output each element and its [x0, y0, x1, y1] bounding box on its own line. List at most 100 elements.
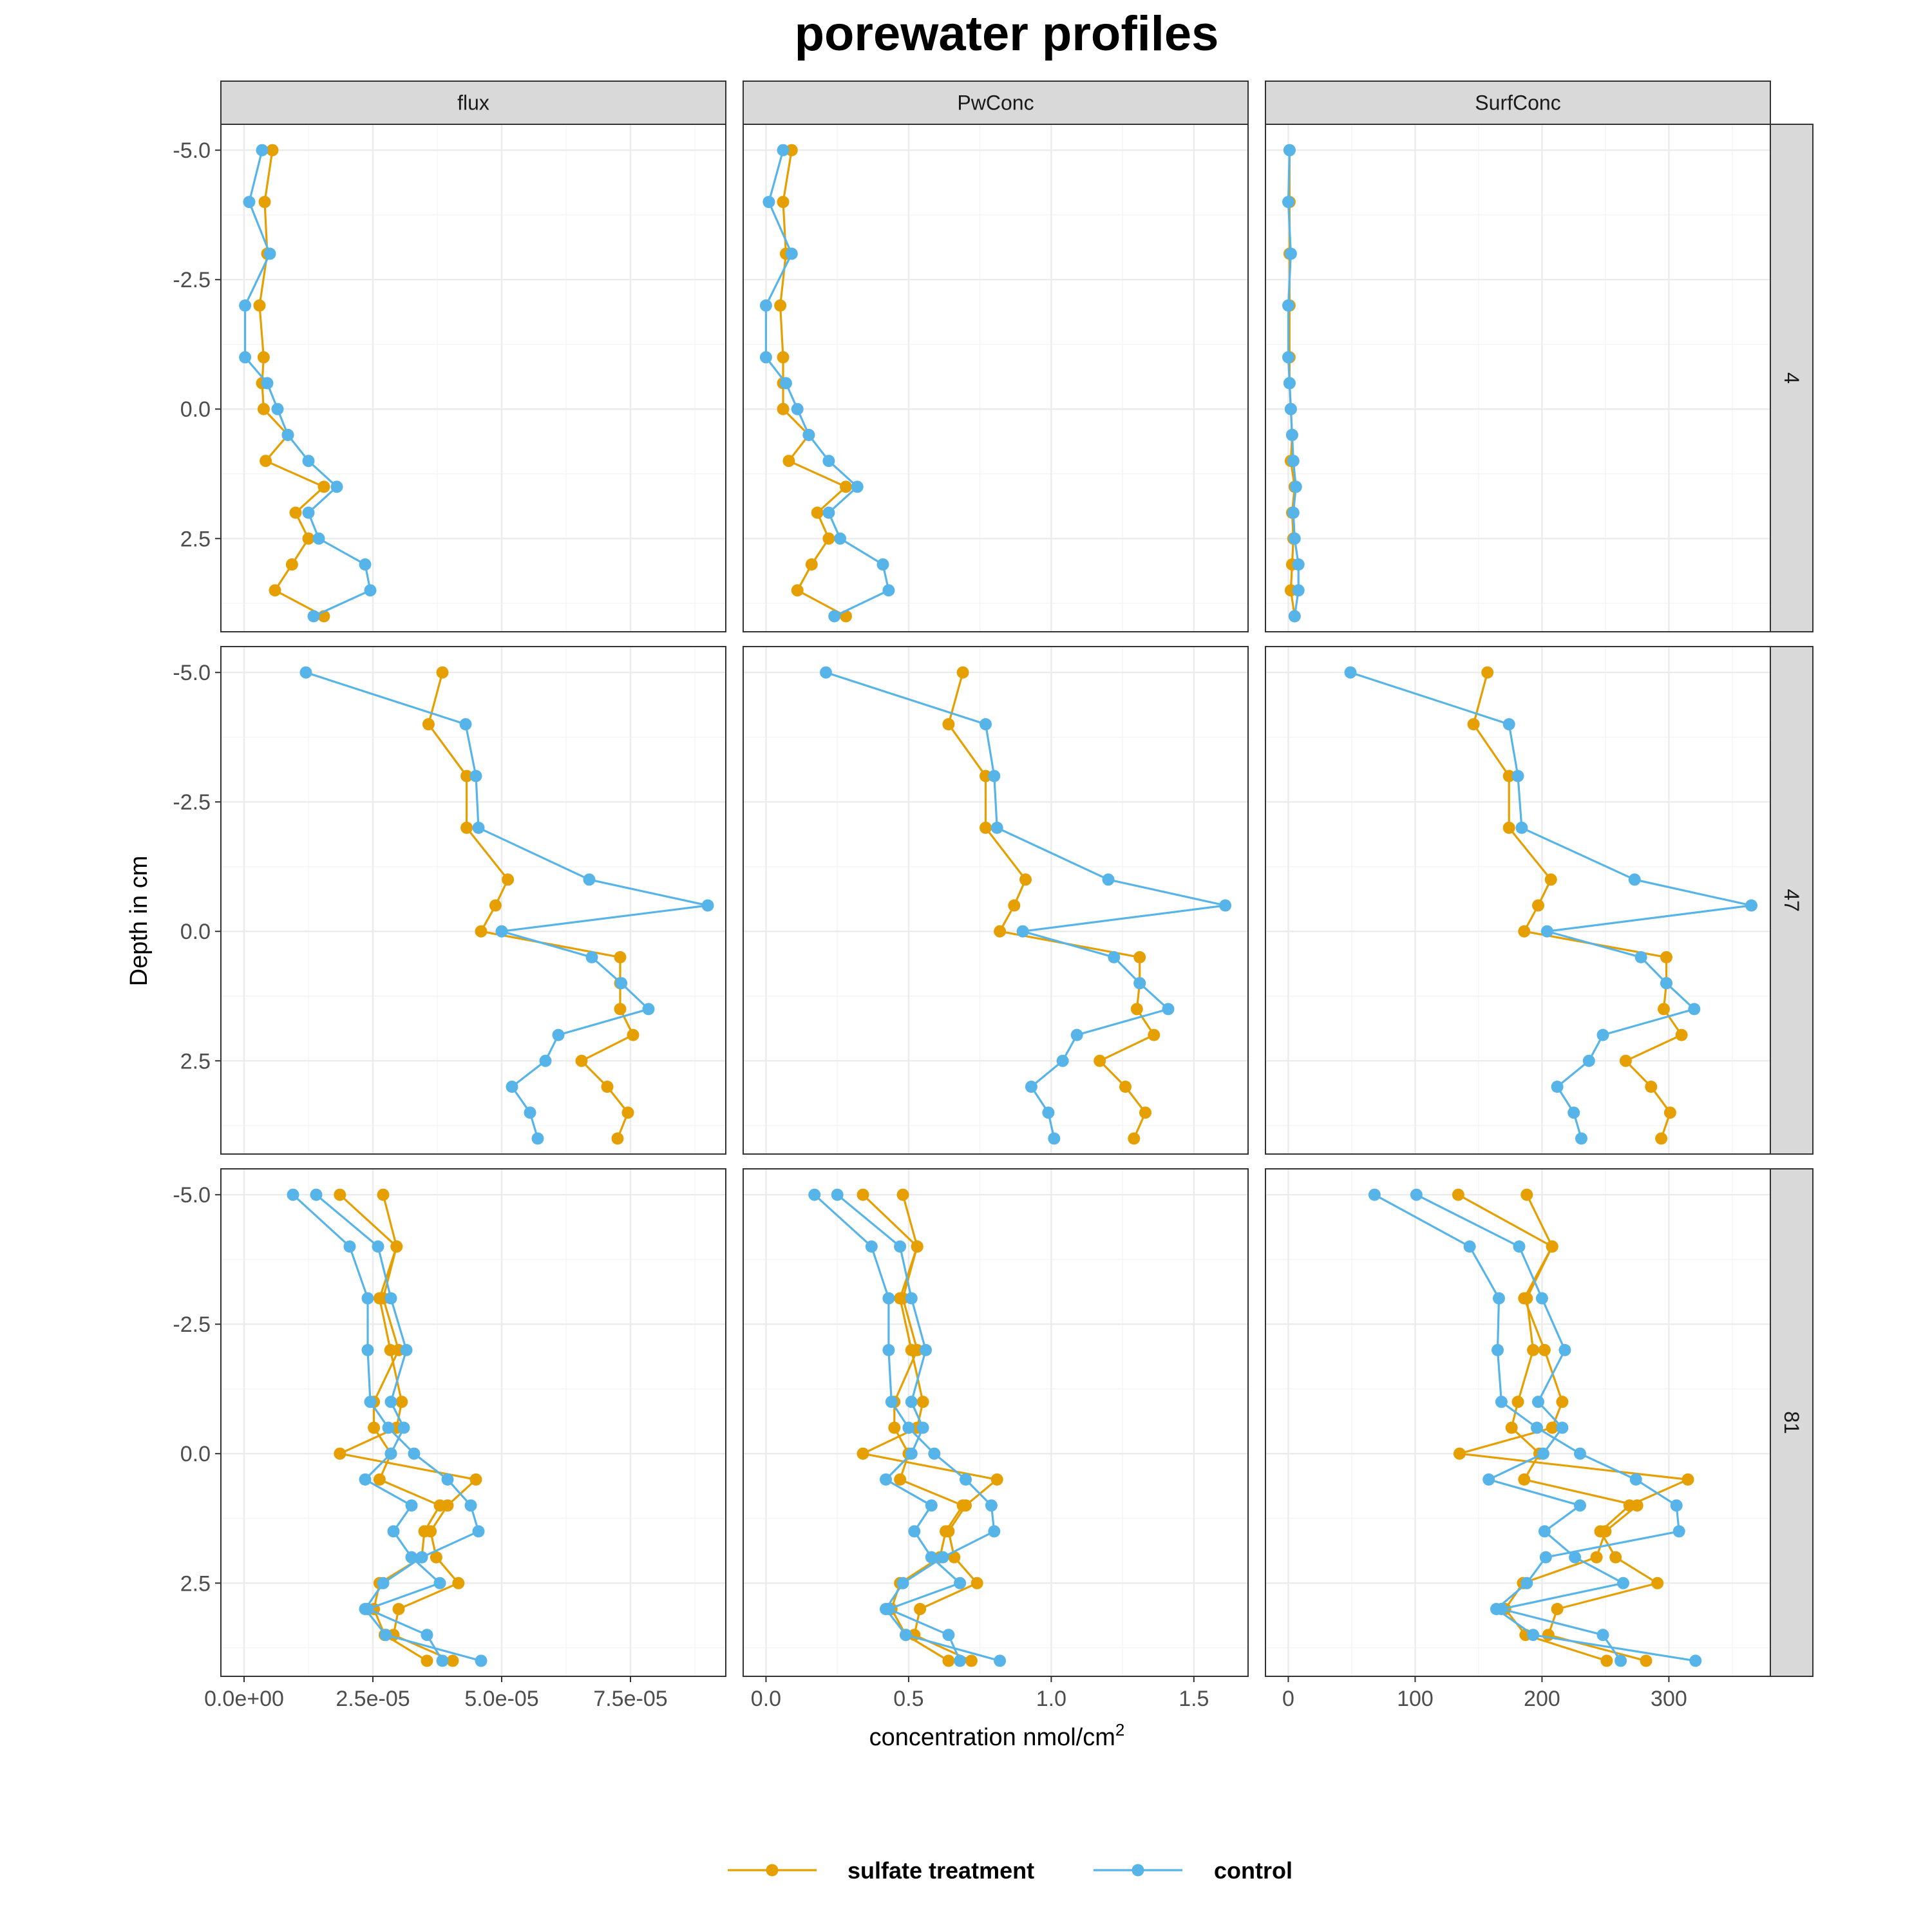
facet-strip-label: PwConc	[957, 91, 1034, 115]
legend: sulfate treatment control	[728, 1857, 1293, 1884]
data-point-control	[642, 1003, 655, 1016]
x-axis-flux: 0.0e+00 2.5e-05 5.0e-05 7.5e-05	[204, 1676, 668, 1711]
data-point-sulfate-treatment	[777, 402, 790, 415]
data-point-sulfate-treatment	[914, 1603, 927, 1615]
data-point-control	[441, 1473, 454, 1486]
data-point-control	[495, 925, 508, 938]
data-point-sulfate-treatment	[1133, 951, 1146, 963]
data-point-sulfate-treatment	[377, 1188, 390, 1201]
data-point-sulfate-treatment	[502, 873, 515, 886]
panel-pwconc-4	[743, 124, 1249, 632]
data-point-sulfate-treatment	[452, 1577, 465, 1589]
y-tick-label: -2.5	[173, 268, 211, 292]
data-point-control	[1056, 1054, 1069, 1067]
series-control	[808, 1188, 1007, 1667]
data-point-control	[994, 1654, 1007, 1667]
data-point-control	[379, 1629, 392, 1642]
data-point-control	[1660, 977, 1672, 990]
data-point-control	[1344, 666, 1357, 679]
legend-label: control	[1214, 1857, 1293, 1884]
panel-background	[743, 124, 1248, 632]
series-sulfate-treatment	[1467, 666, 1688, 1145]
data-point-sulfate-treatment	[1130, 1003, 1143, 1016]
x-tick-label: 1.0	[1036, 1687, 1066, 1711]
data-point-sulfate-treatment	[1128, 1132, 1141, 1145]
data-point-control	[408, 1447, 421, 1460]
data-point-control	[361, 1343, 374, 1356]
data-point-control	[1287, 506, 1300, 519]
panel-pwconc-47	[743, 646, 1249, 1155]
data-point-control	[1574, 1447, 1586, 1460]
data-point-control	[281, 428, 294, 441]
data-point-control	[759, 299, 772, 312]
panel-border	[220, 1168, 726, 1677]
data-point-control	[882, 1343, 895, 1356]
data-point-control	[701, 899, 714, 912]
data-point-sulfate-treatment	[888, 1421, 901, 1434]
y-tick-label: 0.0	[180, 1442, 211, 1466]
data-point-control	[1539, 1551, 1552, 1564]
data-point-sulfate-treatment	[260, 455, 272, 468]
data-point-sulfate-treatment	[822, 532, 835, 545]
data-point-sulfate-treatment	[1094, 1054, 1106, 1067]
data-point-sulfate-treatment	[1658, 1003, 1670, 1016]
data-point-sulfate-treatment	[990, 1473, 1003, 1486]
panel-border	[220, 646, 726, 1155]
data-point-control	[988, 770, 1001, 782]
data-point-sulfate-treatment	[777, 351, 790, 364]
data-point-control	[828, 610, 841, 623]
data-point-control	[263, 247, 276, 260]
data-point-control	[397, 1421, 410, 1434]
data-point-sulfate-treatment	[1600, 1654, 1613, 1667]
x-axis-title-main: concentration nmol/cm	[869, 1724, 1115, 1751]
data-point-control	[1556, 1421, 1569, 1434]
data-point-sulfate-treatment	[971, 1577, 983, 1589]
series-sulfate-treatment	[334, 1188, 482, 1667]
y-axis-row-47: -5.0 -2.5 0.0 2.5	[173, 661, 221, 1074]
data-point-control	[1102, 873, 1115, 886]
y-tick-label: -2.5	[173, 790, 211, 815]
data-point-sulfate-treatment	[1681, 1473, 1694, 1486]
data-point-control	[1535, 1292, 1548, 1305]
data-point-control	[1042, 1106, 1055, 1119]
data-point-sulfate-treatment	[601, 1081, 614, 1093]
data-point-sulfate-treatment	[611, 1132, 624, 1145]
data-point-sulfate-treatment	[289, 506, 302, 519]
data-point-sulfate-treatment	[777, 196, 790, 209]
data-point-sulfate-treatment	[266, 144, 279, 156]
data-point-control	[405, 1551, 418, 1564]
data-point-control	[307, 610, 320, 623]
data-point-control	[900, 1629, 912, 1642]
panel-border	[1265, 646, 1771, 1155]
data-point-control	[896, 1577, 909, 1589]
data-point-control	[372, 1240, 384, 1253]
data-point-control	[905, 1396, 918, 1408]
data-point-sulfate-treatment	[368, 1421, 381, 1434]
series-sulfate-treatment	[942, 666, 1160, 1145]
data-point-control	[1567, 1106, 1580, 1119]
facet-strip-label: SurfConc	[1475, 91, 1560, 115]
series-control	[299, 666, 714, 1145]
facet-row-strip-47: 47	[1770, 646, 1814, 1155]
data-point-control	[436, 1654, 449, 1667]
data-point-sulfate-treatment	[1139, 1106, 1151, 1119]
data-point-control	[834, 532, 847, 545]
data-point-control	[1285, 428, 1298, 441]
data-point-control	[384, 1447, 397, 1460]
data-point-control	[524, 1106, 536, 1119]
data-point-control	[1016, 925, 1029, 938]
y-tick-label: 0.0	[180, 397, 211, 422]
panel-border	[1265, 124, 1771, 632]
data-point-control	[1495, 1396, 1508, 1408]
panel-flux-4	[220, 124, 726, 632]
data-point-control	[1574, 1499, 1586, 1512]
data-point-control	[583, 873, 596, 886]
data-point-sulfate-treatment	[469, 1473, 482, 1486]
data-point-control	[985, 1499, 998, 1512]
data-point-control	[1520, 1577, 1533, 1589]
series-control	[820, 666, 1232, 1145]
data-point-control	[1502, 718, 1515, 731]
data-point-control	[822, 506, 835, 519]
data-point-control	[1569, 1551, 1582, 1564]
data-point-control	[916, 1421, 929, 1434]
